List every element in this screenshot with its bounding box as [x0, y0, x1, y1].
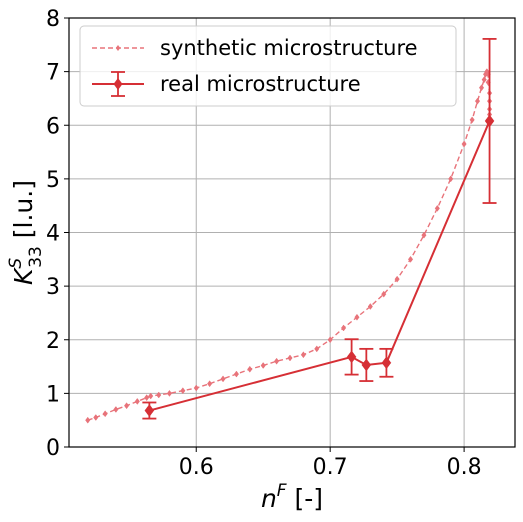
y-axis-label-base: K: [9, 266, 38, 285]
x-tick-label-1: 0.7: [313, 455, 348, 480]
synthetic-point-12: [207, 380, 213, 388]
synthetic-point-23: [354, 313, 360, 321]
synthetic-point-0: [85, 416, 91, 424]
x-axis-label: nF [-]: [261, 481, 323, 513]
synthetic-point-17: [274, 357, 280, 365]
synthetic-point-31: [461, 140, 467, 148]
legend-box: [79, 25, 457, 107]
synthetic-point-32: [469, 116, 475, 124]
synthetic-point-18: [287, 354, 293, 362]
y-tick-label-7: 7: [46, 61, 60, 86]
real-point-3: [381, 356, 392, 370]
y-tick-label-0: 0: [46, 436, 60, 461]
real-point-0: [144, 404, 155, 417]
x-axis-label-base: n: [261, 484, 277, 513]
y-tick-label-3: 3: [46, 275, 60, 300]
synthetic-point-28: [421, 231, 427, 239]
synthetic-point-13: [220, 375, 226, 383]
real-point-2: [361, 358, 372, 372]
x-axis-label-sup: F: [277, 481, 287, 501]
real-point-1: [346, 350, 357, 364]
synthetic-point-1: [93, 414, 99, 421]
synthetic-point-10: [180, 387, 186, 395]
x-tick-label-2: 0.8: [447, 455, 482, 480]
series-synthetic: [85, 68, 493, 424]
y-axis-label-sup: S: [6, 258, 26, 269]
legend-swatch-real-marker: [113, 78, 123, 90]
synthetic-point-3: [113, 406, 119, 413]
legend-label-synthetic: synthetic microstructure: [160, 36, 418, 60]
real-line: [149, 120, 491, 412]
synthetic-point-26: [394, 275, 400, 283]
legend-label-real: real microstructure: [160, 72, 361, 96]
synthetic-point-35: [481, 76, 487, 84]
synthetic-point-14: [233, 370, 239, 378]
y-tick-label-1: 1: [46, 382, 60, 407]
y-tick-label-6: 6: [46, 114, 60, 139]
synthetic-point-19: [300, 351, 306, 359]
synthetic-point-21: [327, 336, 333, 344]
synthetic-point-33: [474, 97, 481, 105]
real-point-4: [484, 114, 495, 128]
y-tick-label-4: 4: [46, 222, 60, 247]
synthetic-point-11: [193, 384, 199, 392]
y-tick-label-8: 8: [46, 7, 60, 32]
legend: synthetic microstructure real microstruc…: [79, 25, 457, 107]
series-real: [142, 38, 497, 420]
synthetic-point-5: [134, 398, 140, 405]
synthetic-point-9: [166, 389, 173, 397]
synthetic-point-30: [448, 175, 454, 183]
y-axis-label: KS33 [l.u.]: [6, 180, 46, 285]
legend-swatch-real: [92, 71, 144, 97]
synthetic-point-34: [478, 84, 485, 92]
synthetic-point-16: [260, 362, 266, 369]
legend-swatch-synthetic-marker: [115, 45, 121, 51]
synthetic-point-27: [407, 255, 414, 263]
legend-swatch-synthetic: [92, 45, 144, 51]
synthetic-point-25: [381, 290, 387, 298]
synthetic-point-6: [144, 394, 150, 402]
synthetic-point-7: [148, 392, 154, 400]
synthetic-point-20: [314, 345, 320, 353]
synthetic-point-24: [367, 303, 373, 310]
x-tick-label-0: 0.6: [179, 455, 214, 480]
synthetic-line: [87, 70, 491, 421]
synthetic-point-15: [247, 365, 253, 373]
y-axis-label-sub: 33: [26, 246, 46, 268]
synthetic-point-22: [341, 324, 347, 332]
ticks: [64, 17, 465, 452]
y-tick-label-5: 5: [46, 168, 60, 193]
synthetic-point-2: [102, 410, 108, 418]
synthetic-point-8: [156, 391, 162, 399]
y-tick-label-2: 2: [46, 329, 60, 354]
y-axis-label-rest: [l.u.]: [9, 180, 38, 246]
synthetic-point-29: [434, 204, 440, 212]
tick-labels: 0.6 0.7 0.8 0 1 2 3 4 5 6 7 8: [46, 7, 482, 480]
synthetic-point-4: [124, 402, 130, 410]
x-axis-label-rest: [-]: [287, 484, 323, 513]
